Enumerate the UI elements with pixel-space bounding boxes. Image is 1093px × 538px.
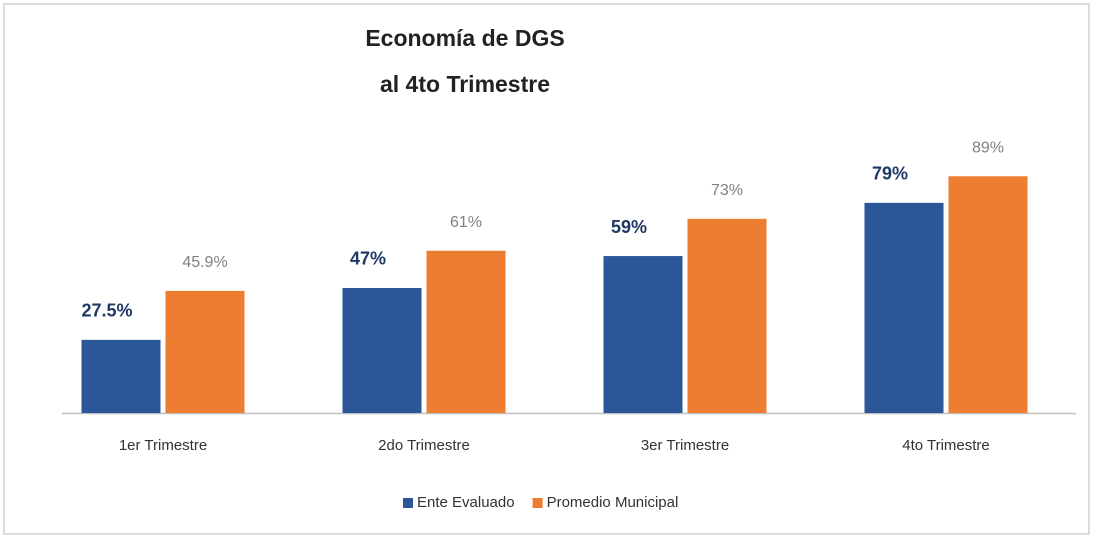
legend-label: Promedio Municipal [547, 494, 679, 511]
bar [342, 287, 422, 413]
data-label: 79% [872, 164, 908, 184]
bar [426, 250, 506, 413]
bar [864, 202, 944, 413]
chart-title: al 4to Trimestre [380, 71, 550, 97]
legend-swatch [403, 498, 413, 508]
bar [165, 290, 245, 413]
data-label: 61% [450, 214, 482, 231]
data-label: 27.5% [81, 301, 132, 321]
bar [81, 339, 161, 413]
data-label: 73% [711, 182, 743, 199]
data-label: 47% [350, 249, 386, 269]
bar [948, 176, 1028, 413]
x-tick-label: 1er Trimestre [119, 437, 207, 454]
data-label: 89% [972, 139, 1004, 156]
legend-swatch [532, 498, 543, 508]
legend-label: Ente Evaluado [417, 494, 515, 511]
data-label: 59% [611, 217, 647, 237]
chart-title: Economía de DGS [365, 25, 564, 51]
data-label: 45.9% [182, 254, 227, 271]
bar [603, 256, 683, 413]
x-tick-label: 3er Trimestre [641, 437, 729, 454]
x-tick-label: 4to Trimestre [902, 437, 990, 454]
x-tick-label: 2do Trimestre [378, 437, 470, 454]
bar [687, 218, 767, 413]
